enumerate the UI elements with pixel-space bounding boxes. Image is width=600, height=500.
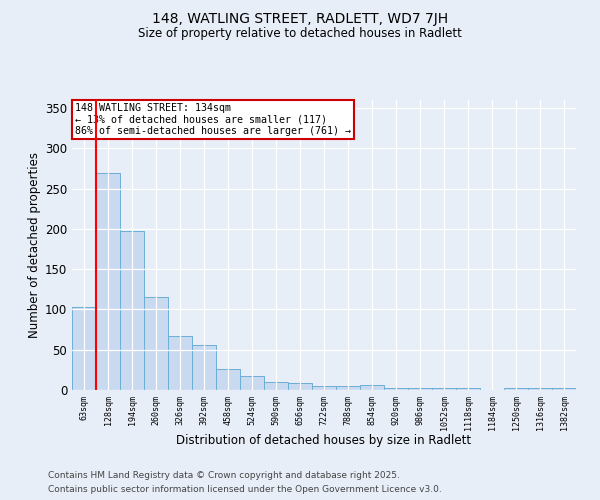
Bar [360,385,384,390]
Bar [408,388,432,390]
X-axis label: Distribution of detached houses by size in Radlett: Distribution of detached houses by size … [176,434,472,447]
Bar [312,386,336,390]
Bar [144,298,168,390]
Bar [96,172,120,390]
Bar [72,307,96,390]
Bar [288,383,312,390]
Bar [504,388,528,390]
Text: Size of property relative to detached houses in Radlett: Size of property relative to detached ho… [138,28,462,40]
Bar [336,386,360,390]
Bar [168,336,192,390]
Bar [120,232,144,390]
Bar [192,345,216,390]
Bar [240,376,264,390]
Bar [384,388,408,390]
Text: 148, WATLING STREET, RADLETT, WD7 7JH: 148, WATLING STREET, RADLETT, WD7 7JH [152,12,448,26]
Bar [528,388,552,390]
Bar [552,388,576,390]
Text: Contains HM Land Registry data © Crown copyright and database right 2025.: Contains HM Land Registry data © Crown c… [48,470,400,480]
Bar [432,388,456,390]
Bar [456,388,480,390]
Y-axis label: Number of detached properties: Number of detached properties [28,152,41,338]
Bar [216,369,240,390]
Text: 148 WATLING STREET: 134sqm
← 13% of detached houses are smaller (117)
86% of sem: 148 WATLING STREET: 134sqm ← 13% of deta… [74,103,350,136]
Text: Contains public sector information licensed under the Open Government Licence v3: Contains public sector information licen… [48,486,442,494]
Bar [264,382,288,390]
